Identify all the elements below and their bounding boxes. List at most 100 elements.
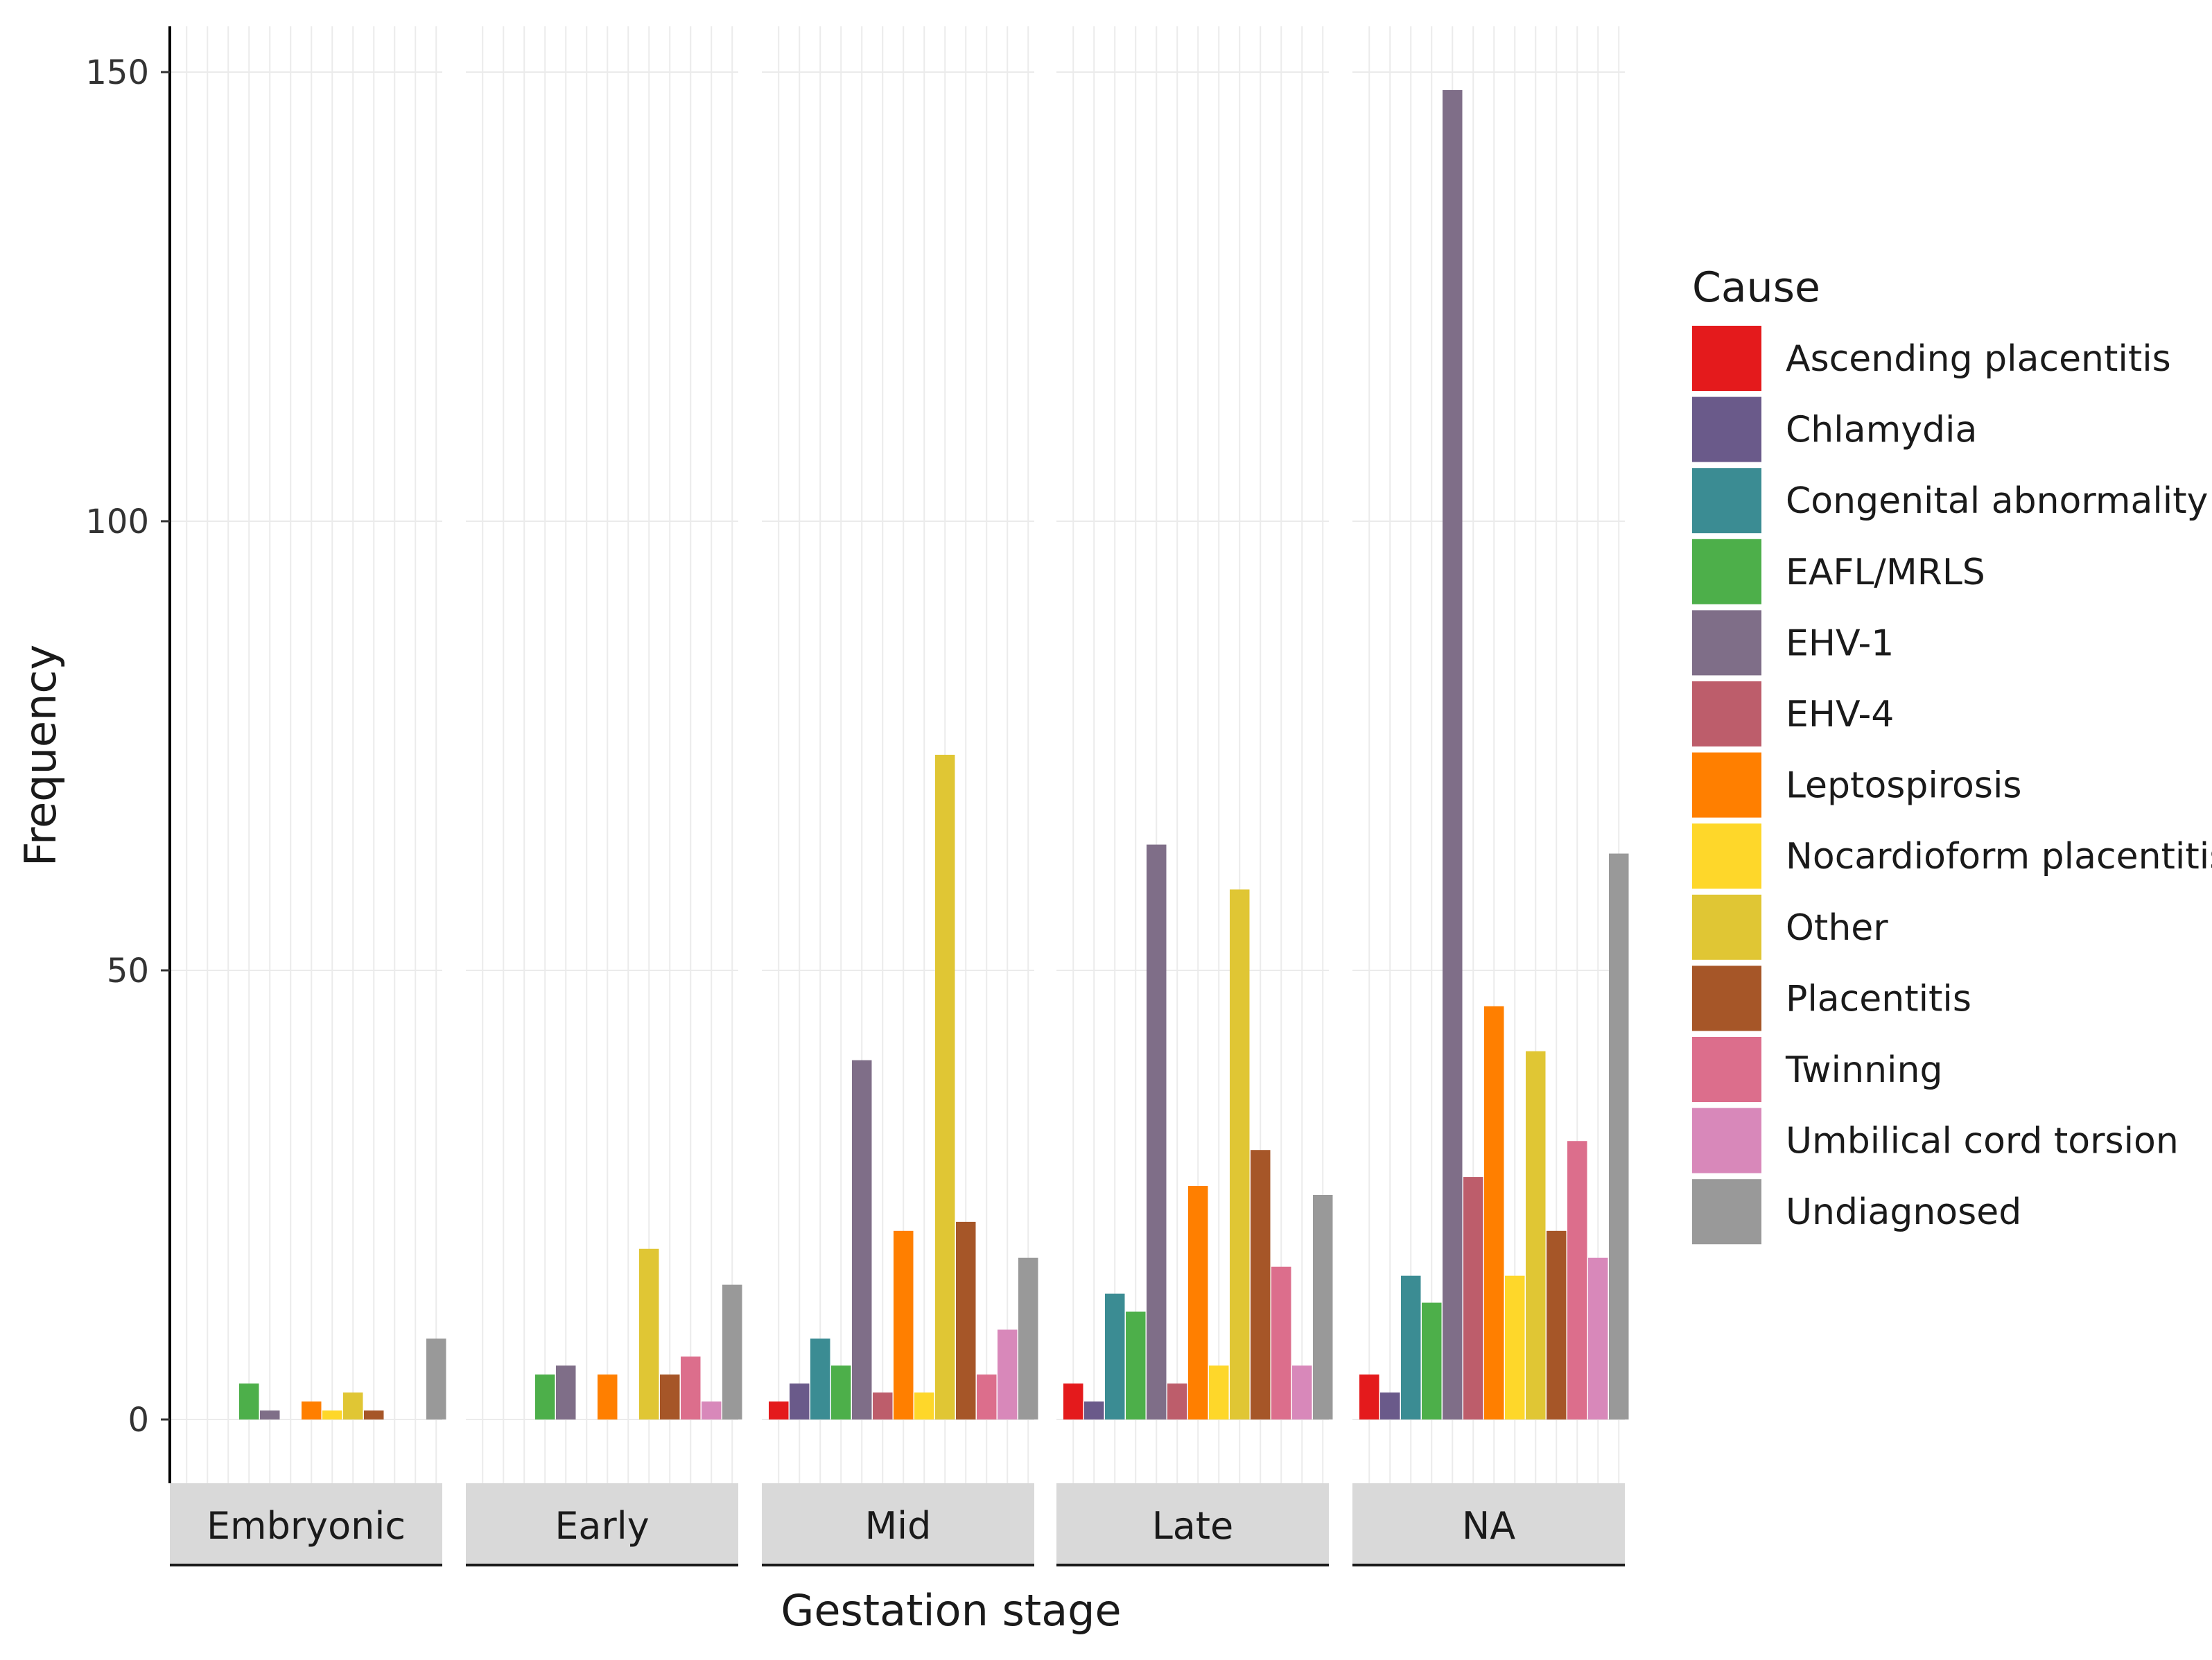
legend-key <box>1692 1037 1761 1102</box>
bar <box>1313 1195 1333 1419</box>
legend-key <box>1692 1179 1761 1245</box>
legend-label: Leptospirosis <box>1786 765 2022 807</box>
bar-layer <box>239 89 1629 1419</box>
facet-label: Embryonic <box>207 1504 406 1548</box>
facet-strip <box>466 1483 738 1566</box>
bar <box>260 1410 280 1419</box>
bar <box>1401 1275 1421 1419</box>
bar <box>598 1374 618 1419</box>
bar <box>1443 89 1463 1419</box>
bar <box>639 1248 659 1419</box>
x-axis-title: Gestation stage <box>781 1585 1121 1636</box>
bar <box>810 1338 830 1419</box>
bar <box>894 1230 914 1419</box>
legend-label: EAFL/MRLS <box>1786 552 1985 593</box>
legend-label: Ascending placentitis <box>1786 338 2171 380</box>
bar <box>1292 1365 1312 1419</box>
bar <box>1018 1257 1038 1419</box>
legend-key <box>1692 326 1761 391</box>
bar <box>1359 1374 1379 1419</box>
legend-label: Nocardioform placentitis <box>1786 836 2212 877</box>
bar <box>790 1383 810 1419</box>
bar <box>322 1410 342 1419</box>
bar <box>1547 1230 1567 1419</box>
bar <box>935 754 955 1419</box>
bar <box>1484 1006 1504 1419</box>
bar <box>1609 853 1629 1419</box>
bar <box>1063 1383 1083 1419</box>
bar <box>998 1329 1018 1419</box>
legend-label: Umbilical cord torsion <box>1786 1121 2179 1162</box>
y-tick-label: 150 <box>85 53 149 92</box>
bar <box>1380 1392 1400 1419</box>
bar <box>364 1410 384 1419</box>
legend-key <box>1692 681 1761 746</box>
legend-label: Congenital abnormality <box>1786 480 2208 522</box>
axis-layer: 0 50 100 150 <box>85 26 171 1483</box>
legend: Cause Ascending placentitis Chlamydia Cong… <box>1692 263 2212 1245</box>
y-axis-title: Frequency <box>15 645 66 866</box>
bar <box>831 1365 851 1419</box>
legend-key <box>1692 539 1761 604</box>
bar <box>1567 1141 1587 1419</box>
bar <box>1126 1311 1146 1419</box>
bar <box>426 1338 446 1419</box>
legend-title: Cause <box>1692 263 1820 312</box>
bar <box>873 1392 893 1419</box>
facet-label: Early <box>555 1504 649 1548</box>
legend-key <box>1692 610 1761 676</box>
y-tick-label: 0 <box>128 1401 149 1440</box>
legend-key <box>1692 966 1761 1031</box>
facet-label: Mid <box>865 1504 932 1548</box>
y-tick-label: 100 <box>85 503 149 541</box>
bar <box>769 1401 789 1419</box>
facet-strip <box>1056 1483 1329 1566</box>
bar <box>535 1374 555 1419</box>
bar <box>660 1374 680 1419</box>
legend-label: Twinning <box>1785 1049 1942 1091</box>
bar <box>1167 1383 1187 1419</box>
grid-layer <box>170 26 1625 1483</box>
bar <box>1147 844 1167 1419</box>
legend-label: Chlamydia <box>1786 410 1977 451</box>
bar <box>722 1284 742 1419</box>
facet-strip <box>170 1483 442 1566</box>
y-tick-label: 50 <box>107 952 149 990</box>
legend-key <box>1692 894 1761 960</box>
bar <box>1505 1275 1525 1419</box>
bar <box>1271 1266 1291 1419</box>
legend-label: Other <box>1786 907 1888 949</box>
legend-key <box>1692 752 1761 818</box>
bar <box>681 1356 701 1419</box>
legend-label: EHV-4 <box>1786 694 1894 735</box>
legend-key <box>1692 468 1761 534</box>
bar <box>1105 1293 1125 1419</box>
bar <box>956 1221 976 1419</box>
bar <box>556 1365 576 1419</box>
bar <box>1084 1401 1104 1419</box>
facet-label: NA <box>1462 1504 1515 1548</box>
bar <box>1209 1365 1229 1419</box>
legend-label: EHV-1 <box>1786 622 1894 664</box>
bar <box>1251 1150 1271 1419</box>
legend-label: Placentitis <box>1786 978 1971 1020</box>
legend-label: Undiagnosed <box>1786 1191 2021 1233</box>
bar <box>239 1383 259 1419</box>
bar <box>1188 1186 1208 1419</box>
bar <box>302 1401 322 1419</box>
facet-strip <box>1352 1483 1625 1566</box>
bar <box>1463 1177 1483 1419</box>
bar <box>914 1392 934 1419</box>
legend-key <box>1692 1108 1761 1173</box>
bar <box>977 1374 997 1419</box>
facet-strip <box>762 1483 1034 1566</box>
bar <box>852 1060 872 1419</box>
legend-key <box>1692 396 1761 462</box>
bar <box>1422 1302 1442 1419</box>
bar <box>1588 1257 1608 1419</box>
facet-label: Late <box>1152 1504 1234 1548</box>
legend-key <box>1692 823 1761 889</box>
bar <box>702 1401 722 1419</box>
bar <box>1526 1051 1546 1419</box>
